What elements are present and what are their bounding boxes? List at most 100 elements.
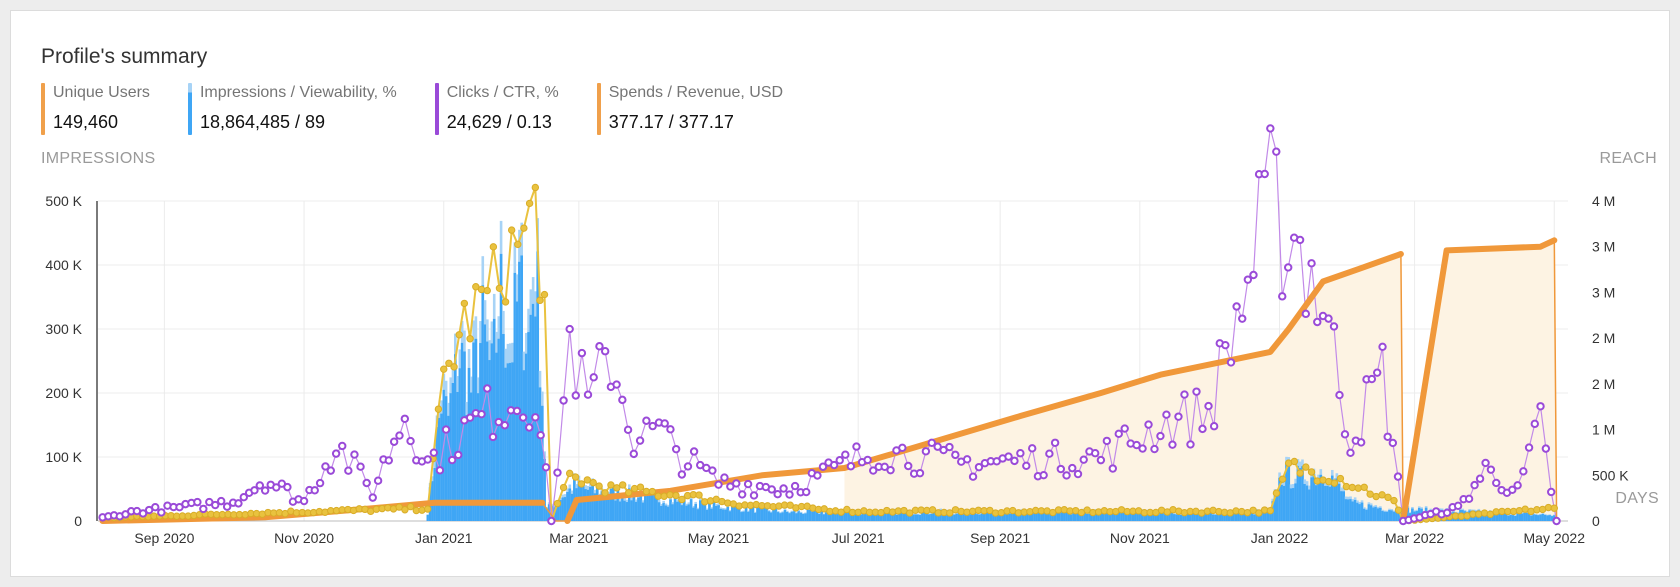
clicks-point — [732, 479, 741, 488]
impressions-bar — [886, 510, 890, 521]
clicks-point — [1530, 419, 1539, 429]
impressions-bar — [957, 510, 961, 521]
impressions-bar — [589, 486, 592, 521]
impressions-bar — [660, 505, 663, 521]
metric-clicks[interactable]: Clicks / CTR, % 24,629 / 0.13 — [434, 83, 559, 135]
y-right-tick-label: 2 M — [1592, 376, 1615, 392]
metric-spends[interactable]: Spends / Revenue, USD 377.17 / 377.17 — [596, 83, 783, 135]
clicks-point — [1209, 422, 1219, 431]
clicks-point — [1022, 461, 1031, 470]
impressions-bar — [873, 513, 876, 521]
clicks-point — [1249, 270, 1258, 280]
clicks-point — [441, 425, 451, 434]
impressions-bar — [703, 501, 707, 521]
clicks-point — [577, 348, 587, 358]
spends-point — [571, 473, 580, 481]
clicks-point — [447, 455, 457, 465]
impressions-bar — [889, 510, 892, 521]
spends-point — [466, 335, 474, 343]
clicks-point — [1552, 516, 1561, 526]
impressions-bar — [1230, 511, 1233, 521]
impressions-bar — [698, 500, 702, 521]
impressions-bar — [1546, 515, 1549, 521]
clicks-point — [525, 423, 534, 432]
impressions-bar — [1115, 513, 1119, 521]
x-tick-label: Mar 2022 — [1385, 530, 1444, 546]
clicks-point — [1168, 440, 1177, 449]
impressions-bar — [1372, 507, 1375, 521]
impressions-bar — [733, 506, 736, 521]
impressions-bar — [1374, 506, 1378, 521]
impressions-bar — [923, 510, 926, 521]
clicks-point — [1481, 458, 1490, 468]
reach-fill-layer — [844, 240, 1557, 522]
clicks-point — [338, 441, 347, 451]
impressions-bar — [586, 489, 590, 521]
spends-point — [1384, 493, 1392, 502]
impressions-bar — [859, 514, 862, 521]
spends-point — [1249, 506, 1257, 514]
clicks-point — [898, 443, 907, 452]
x-tick-label: May 2021 — [688, 530, 750, 546]
impressions-bar — [508, 362, 512, 521]
impressions-bar — [909, 514, 913, 521]
clicks-point — [310, 486, 319, 495]
impressions-bar — [1079, 511, 1082, 521]
spends-point — [1302, 463, 1310, 471]
impressions-bar — [1035, 512, 1039, 521]
spends-point — [1390, 496, 1398, 505]
clicks-point — [689, 447, 699, 456]
clicks-point — [1192, 387, 1201, 396]
clicks-point — [1150, 444, 1159, 454]
impressions-bar — [618, 501, 622, 521]
spends-point — [536, 296, 544, 305]
spends-point — [540, 290, 549, 299]
impressions-bar — [591, 483, 594, 521]
clicks-point — [315, 478, 325, 488]
impressions-bar — [687, 504, 691, 521]
impressions-bar — [1298, 468, 1302, 521]
impressions-bar — [781, 512, 785, 521]
impressions-bar — [1227, 511, 1231, 521]
impressions-bar — [673, 498, 677, 521]
clicks-point — [1056, 464, 1066, 474]
impressions-bar — [1113, 510, 1117, 521]
impressions-bar — [1305, 485, 1309, 521]
impressions-bar — [701, 503, 704, 521]
clicks-point — [1238, 314, 1247, 323]
metric-unique-users[interactable]: Unique Users 149,460 — [41, 83, 150, 135]
impressions-bar — [1076, 511, 1080, 521]
impressions-bar — [1392, 511, 1396, 521]
clicks-point — [773, 490, 782, 499]
impressions-bar — [882, 511, 885, 521]
impressions-bar — [1509, 514, 1513, 521]
impressions-bar — [678, 499, 681, 521]
impressions-bar — [1120, 512, 1123, 521]
impressions-bar — [847, 512, 851, 521]
clicks-point — [199, 504, 208, 514]
impressions-bar — [1317, 479, 1320, 521]
impressions-bar — [1310, 477, 1313, 521]
clicks-point — [138, 509, 148, 518]
y-right-tick-label: 0 — [1592, 513, 1600, 529]
impressions-bar — [1037, 512, 1041, 521]
clicks-point — [660, 419, 669, 428]
spends-point — [483, 286, 491, 295]
metric-impressions[interactable]: Impressions / Viewability, % 18,864,485 … — [187, 83, 397, 135]
y-left-tick-label: 500 K — [45, 193, 82, 209]
impressions-bar — [1363, 508, 1366, 521]
impressions-bar — [836, 514, 839, 521]
impressions-bar — [1358, 504, 1362, 521]
impressions-bar — [1234, 513, 1238, 521]
impressions-bar — [1360, 502, 1364, 521]
impressions-bar — [875, 511, 878, 521]
impressions-bar — [662, 503, 665, 521]
impressions-bar — [621, 496, 624, 521]
impressions-bar — [1005, 514, 1009, 521]
impressions-bar — [710, 508, 714, 521]
clicks-point — [790, 481, 800, 491]
clicks-point — [1144, 420, 1153, 429]
impressions-bar — [1342, 491, 1346, 521]
impressions-bar — [1314, 485, 1318, 521]
